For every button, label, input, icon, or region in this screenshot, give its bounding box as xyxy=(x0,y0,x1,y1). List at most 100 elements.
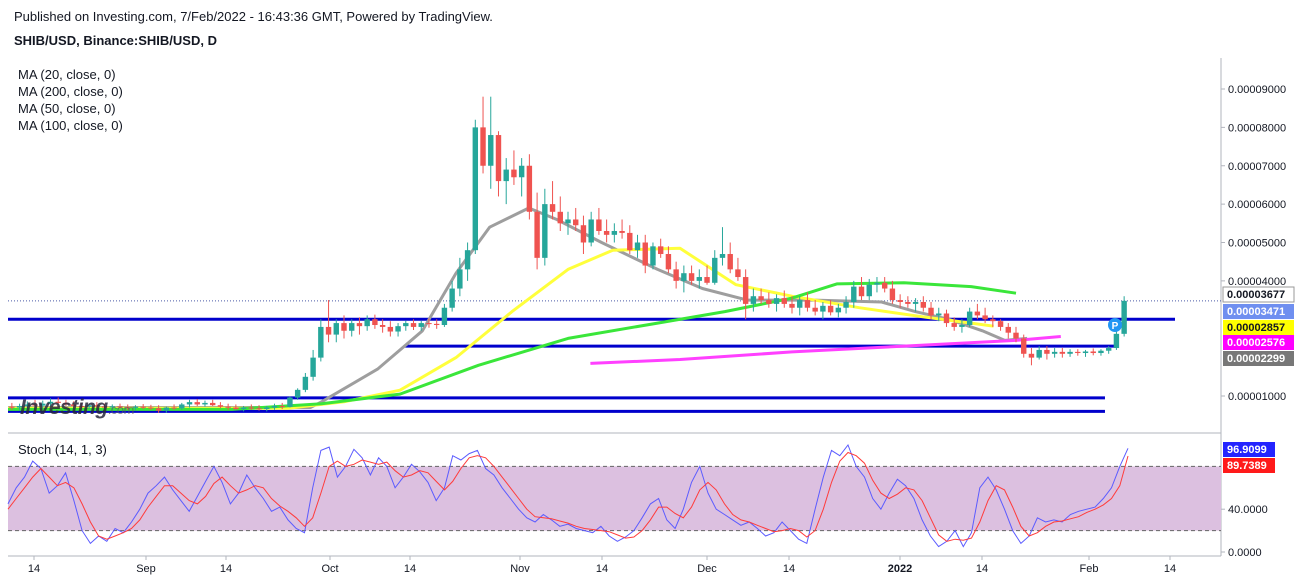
price-tick-label: 0.00005000 xyxy=(1228,238,1286,250)
candle-body xyxy=(557,211,563,224)
candle-body xyxy=(70,404,77,406)
candle xyxy=(797,296,803,316)
candle-body xyxy=(488,135,494,166)
candle-body xyxy=(1105,348,1112,351)
candle-body xyxy=(1021,338,1027,354)
candle-body xyxy=(1075,351,1081,354)
legend-ma50[interactable]: MA (50, close, 0) xyxy=(18,101,116,116)
candle-body xyxy=(410,323,417,327)
candle xyxy=(287,396,293,408)
time-tick-label: 14 xyxy=(28,563,40,575)
candle-body xyxy=(495,135,502,182)
candle-body xyxy=(704,277,710,283)
candle xyxy=(194,399,200,406)
price-badge-label: 0.00002857 xyxy=(1227,322,1285,334)
candle-body xyxy=(63,402,69,405)
candle-body xyxy=(657,246,664,255)
candle xyxy=(503,158,509,205)
candle-body xyxy=(920,301,927,308)
legend-ma20[interactable]: MA (20, close, 0) xyxy=(18,67,116,82)
candle xyxy=(580,215,587,255)
candle-body xyxy=(820,305,826,312)
horizontal-support-lines[interactable] xyxy=(8,300,1221,413)
candle-body xyxy=(951,323,957,327)
candle-body xyxy=(279,405,285,407)
candle xyxy=(488,96,494,189)
price-badges: 0.00003677 0.00003471 0.00002857 0.00002576… xyxy=(1222,286,1295,473)
candle-body xyxy=(132,406,139,408)
candle xyxy=(673,261,679,289)
candle xyxy=(758,288,764,304)
candle xyxy=(9,402,15,410)
candle-body xyxy=(750,296,757,304)
candle-body xyxy=(464,250,471,270)
candle-body xyxy=(271,405,278,408)
candle xyxy=(712,250,718,285)
stoch-badge-bg xyxy=(1223,442,1275,457)
candle xyxy=(472,119,479,255)
stoch-badge-bg xyxy=(1223,458,1275,473)
candle xyxy=(766,292,772,308)
candle xyxy=(40,400,46,409)
candle-body xyxy=(457,269,463,289)
candle-body xyxy=(1067,351,1073,354)
candle-body xyxy=(395,326,401,332)
price-tick-label: 0.00006000 xyxy=(1228,199,1286,211)
candle xyxy=(1121,296,1127,337)
candle xyxy=(696,269,703,289)
price-axis-ticks: 0.00009000 0.00008000 0.00007000 0.00006000… xyxy=(1221,84,1286,403)
candle xyxy=(534,192,540,270)
candle-body xyxy=(101,406,108,408)
candle xyxy=(310,349,316,381)
time-tick-label: Nov xyxy=(510,563,530,575)
candle xyxy=(302,372,309,393)
candle-body xyxy=(310,357,316,377)
candle xyxy=(688,265,695,285)
candle-body xyxy=(140,406,146,408)
candle xyxy=(418,320,424,331)
time-tick-label: Sep xyxy=(136,563,156,575)
candle xyxy=(781,290,787,308)
stoch-axis-ticks: 40.0000 0.0000 xyxy=(1221,504,1268,559)
candle xyxy=(657,238,664,258)
candle xyxy=(464,242,471,281)
candle xyxy=(163,406,170,413)
candle xyxy=(225,403,231,410)
candle xyxy=(364,315,370,331)
candle-body xyxy=(294,389,301,398)
stoch-k-line xyxy=(7,443,1129,548)
price-badge-bg xyxy=(1222,286,1295,303)
time-axis-ticks: 14 Sep 14 Oct 14 Nov 14 Dec 14 2022 14 Feb 14 xyxy=(28,556,1176,575)
candle xyxy=(1044,346,1050,360)
price-badge: 0.00002299 xyxy=(1223,351,1294,366)
candle-body xyxy=(804,300,811,308)
stoch-badge-label: 96.9099 xyxy=(1227,444,1267,456)
candle-body xyxy=(472,127,479,251)
candle-body xyxy=(959,325,965,327)
candle xyxy=(86,403,92,410)
candle-body xyxy=(627,232,633,251)
candle-body xyxy=(179,404,185,409)
candle-body xyxy=(812,307,818,312)
ma50-line xyxy=(8,246,994,410)
candle-body xyxy=(650,246,656,266)
candle xyxy=(843,296,849,314)
price-badge: 0.00002857 xyxy=(1223,320,1294,335)
legend-ma200[interactable]: MA (200, close, 0) xyxy=(18,84,123,99)
candle-body xyxy=(233,407,239,410)
legend-ma100[interactable]: MA (100, close, 0) xyxy=(18,118,123,133)
price-tick-label: 0.00008000 xyxy=(1228,122,1286,134)
symbol-title: SHIB/USD, Binance:SHIB/USD, D xyxy=(14,33,217,48)
candle xyxy=(325,300,332,343)
p-marker-icon[interactable]: P xyxy=(1108,318,1122,332)
candle-body xyxy=(1013,332,1019,339)
stoch-band-fill xyxy=(8,465,1221,532)
price-tick-label: 0.00009000 xyxy=(1228,84,1286,96)
candle xyxy=(851,280,857,308)
candle xyxy=(1013,326,1019,343)
candle-body xyxy=(719,254,726,258)
candle xyxy=(619,219,625,239)
candle-body xyxy=(742,277,749,304)
stoch-label[interactable]: Stoch (14, 1, 3) xyxy=(18,442,107,457)
